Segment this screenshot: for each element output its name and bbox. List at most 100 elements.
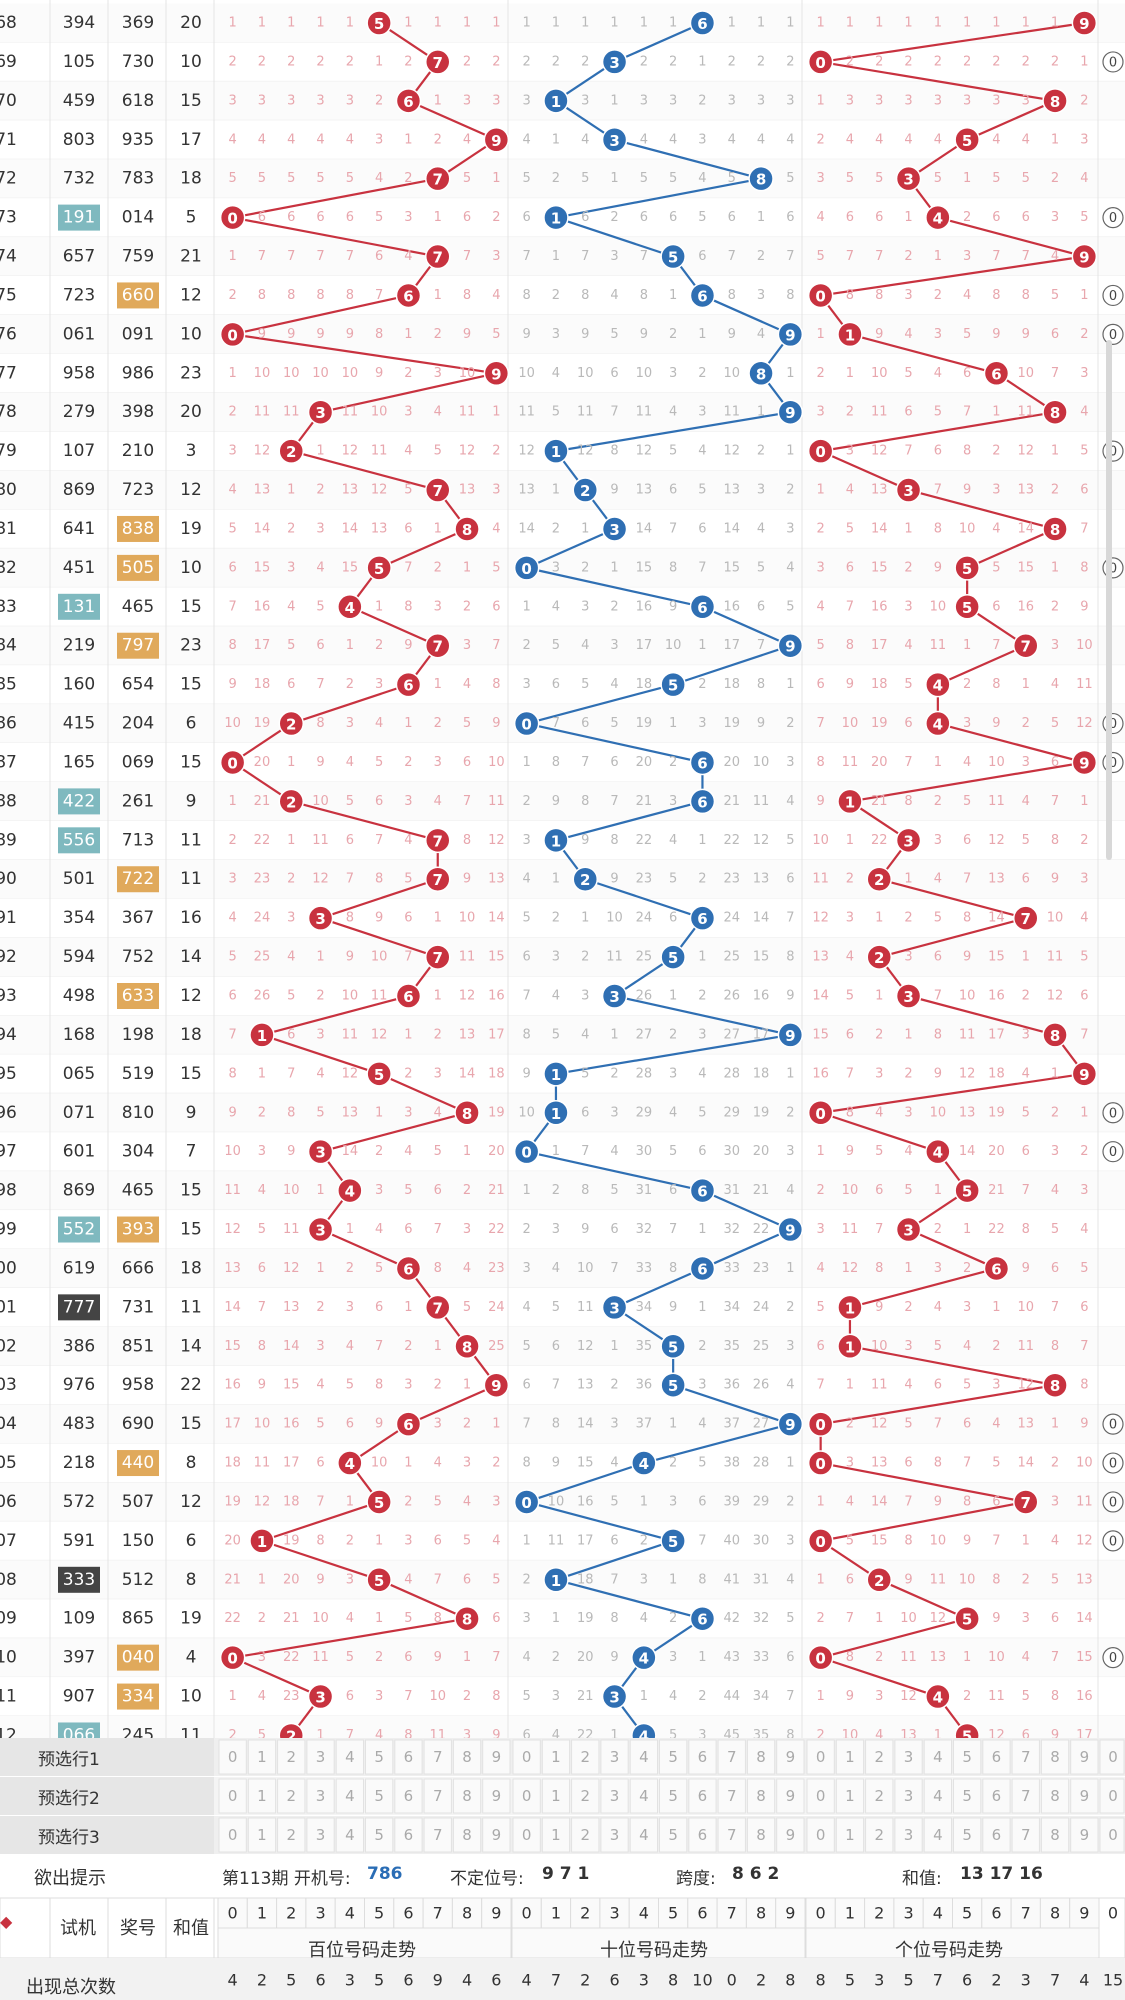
miss-count: 1 — [698, 54, 706, 69]
preselect-cell — [423, 1739, 452, 1775]
miss-count: 4 — [1080, 171, 1088, 186]
miss-count: 5 — [492, 327, 500, 342]
trend-line — [526, 527, 615, 569]
trend-line — [614, 1267, 703, 1309]
miss-count: 1 — [463, 1378, 471, 1393]
trial-number: 191 — [63, 208, 95, 228]
preselect-cell — [365, 1817, 394, 1853]
miss-count: 8 — [316, 1533, 324, 1548]
miss-count: 1 — [492, 405, 500, 420]
issue-number: 06 — [0, 1492, 17, 1512]
miss-count: 9 — [375, 1417, 383, 1432]
miss-count: 1 — [669, 288, 677, 303]
miss-count: 30 — [636, 1144, 653, 1159]
miss-count: 5 — [934, 405, 942, 420]
miss-count: 18 — [871, 677, 888, 692]
header-digit-cell — [481, 1897, 512, 1929]
miss-count: 12 — [959, 1066, 976, 1081]
miss-count: 20 — [988, 1144, 1005, 1159]
miss-count: 6 — [875, 210, 883, 225]
miss-count: 7 — [992, 1533, 1000, 1548]
miss-count: 11 — [254, 1456, 271, 1471]
miss-count: 3 — [728, 93, 736, 108]
table-row — [0, 626, 1125, 666]
trial-number: 556 — [63, 830, 95, 850]
miss-count: 13 — [988, 872, 1005, 887]
miss-count: 1 — [375, 599, 383, 614]
preselect-digit: 4 — [345, 1748, 355, 1766]
extra-ball — [1102, 1102, 1124, 1124]
prize-number: 660 — [122, 285, 154, 305]
miss-count: 23 — [488, 1261, 505, 1276]
miss-count: 6 — [552, 1339, 560, 1354]
miss-count: 4 — [963, 755, 971, 770]
miss-count: 1 — [404, 1027, 412, 1042]
miss-count: 2 — [316, 54, 324, 69]
miss-count: 8 — [258, 1339, 266, 1354]
miss-count: 1 — [846, 1378, 854, 1393]
miss-count: 4 — [669, 132, 677, 147]
prize-number: 722 — [122, 869, 154, 889]
hit-ball-digit: 0 — [227, 210, 237, 228]
miss-count: 6 — [523, 1378, 531, 1393]
preselect-digit: 0 — [816, 1787, 826, 1805]
extra-ball — [1102, 1413, 1124, 1435]
hit-ball-digit: 9 — [785, 1416, 795, 1434]
miss-count: 1 — [963, 171, 971, 186]
miss-count: 4 — [786, 1378, 794, 1393]
miss-count: 7 — [523, 1417, 531, 1432]
issue-sort-icon[interactable]: ◆ — [0, 1912, 13, 1931]
miss-count: 11 — [959, 1027, 976, 1042]
sum-value: 3 — [186, 441, 197, 461]
miss-count: 11 — [254, 405, 271, 420]
hit-ball-digit: 3 — [609, 1299, 619, 1317]
trend-line — [937, 216, 1085, 258]
preselect-digit: 6 — [992, 1826, 1002, 1844]
preselect-cell — [1011, 1739, 1040, 1775]
hit-ball-digit: 0 — [815, 1105, 825, 1123]
miss-count: 1 — [523, 599, 531, 614]
header-digit: 6 — [697, 1904, 707, 1923]
miss-count: 4 — [1022, 1066, 1030, 1081]
miss-count: 2 — [1080, 93, 1088, 108]
total-count: 5 — [903, 1971, 913, 1990]
hit-ball-digit: 2 — [286, 793, 296, 811]
hit-ball-digit: 6 — [991, 365, 1001, 383]
hit-ball-digit: 0 — [815, 54, 825, 72]
miss-count: 1 — [875, 911, 883, 926]
hit-ball-digit: 5 — [374, 15, 384, 33]
miss-count: 4 — [669, 405, 677, 420]
preselect-digit: 3 — [610, 1748, 620, 1766]
miss-count: 12 — [254, 1494, 271, 1509]
sum-value: 5 — [186, 208, 197, 228]
miss-count: 2 — [786, 1105, 794, 1120]
preselect-digit: 8 — [462, 1826, 472, 1844]
hit-ball — [689, 1177, 716, 1204]
miss-count: 3 — [992, 483, 1000, 498]
preselect-digit: 5 — [374, 1748, 384, 1766]
miss-count: 16 — [753, 989, 770, 1004]
miss-count: 13 — [1017, 1417, 1034, 1432]
hit-ball — [660, 1333, 686, 1360]
miss-count: 8 — [875, 288, 883, 303]
miss-count: 4 — [523, 872, 531, 887]
miss-count: 2 — [1022, 716, 1030, 731]
header-digit: 2 — [286, 1904, 296, 1923]
miss-count: 8 — [287, 1105, 295, 1120]
miss-count: 22 — [283, 1650, 300, 1665]
hit-ball — [954, 1177, 980, 1204]
preselect-cell — [452, 1778, 482, 1814]
prize-number: 723 — [122, 480, 154, 500]
miss-count: 3 — [404, 1378, 412, 1393]
table-row — [0, 1287, 1125, 1327]
miss-count: 2 — [463, 1417, 471, 1432]
miss-count: 9 — [1022, 327, 1030, 342]
miss-count: 6 — [934, 1378, 942, 1393]
miss-count: 1 — [610, 1027, 618, 1042]
hit-ball — [601, 983, 628, 1009]
col-sum-header: 和值 — [173, 1918, 209, 1939]
miss-count: 3 — [434, 599, 442, 614]
hit-ball-digit: 2 — [874, 1572, 884, 1590]
hit-ball — [895, 983, 922, 1009]
